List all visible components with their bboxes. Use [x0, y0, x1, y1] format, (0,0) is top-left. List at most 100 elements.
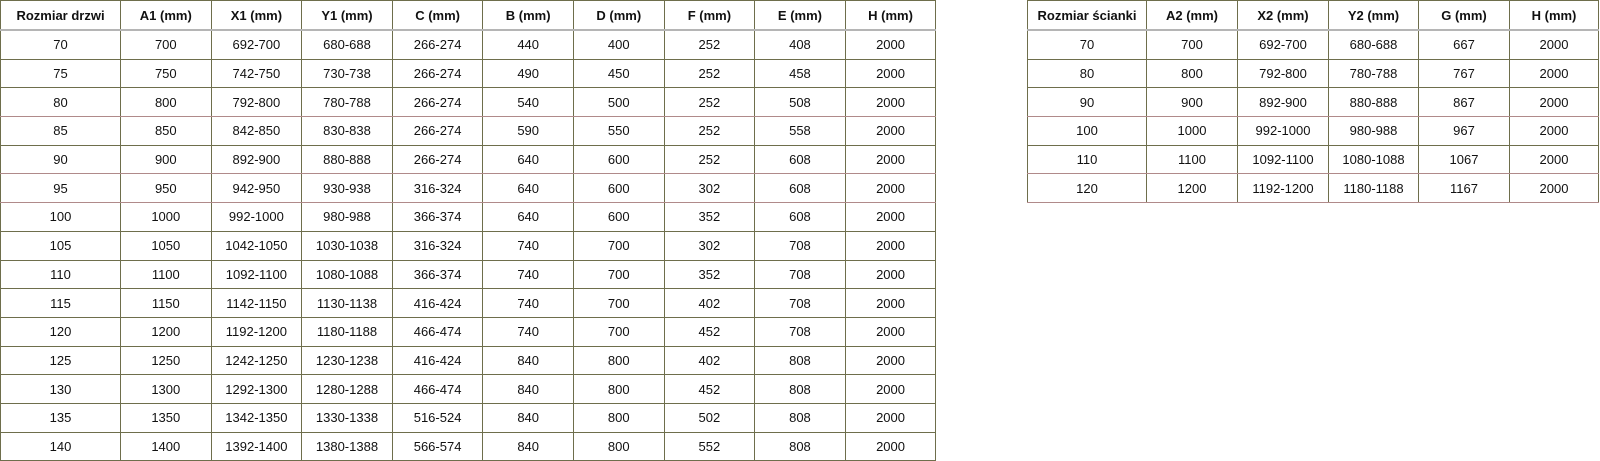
table-cell: 466-474	[391, 374, 484, 404]
column-header: H (mm)	[844, 0, 937, 31]
table-cell: 892-900	[210, 144, 303, 175]
table-cell: 1250	[120, 345, 212, 376]
table-cell: 416-424	[391, 345, 484, 376]
table-cell: 552	[663, 431, 756, 461]
table-cell: 502	[663, 402, 756, 433]
table-cell: 742-750	[210, 58, 303, 89]
table-cell: 352	[663, 202, 756, 232]
table-cell: 1130-1138	[301, 288, 393, 318]
table-cell: 930-938	[301, 173, 393, 204]
table-cell: 1300	[120, 374, 212, 404]
table-row: 80 800 792-800 780-788 266-274 540 500 252 508 20…	[0, 87, 937, 118]
column-header: X2 (mm)	[1237, 0, 1329, 31]
table-cell: 1192-1200	[1237, 173, 1329, 204]
table-row: 75 750 742-750 730-738 266-274 490 450 252 458 20…	[0, 58, 937, 89]
table-cell: 1400	[120, 431, 212, 461]
table-cell: 252	[663, 58, 756, 89]
table-cell: 402	[663, 345, 756, 376]
table-cell: 2000	[844, 87, 937, 118]
table-cell: 800	[1146, 58, 1238, 89]
table-cell: 2000	[844, 144, 937, 175]
column-header: B (mm)	[482, 0, 574, 31]
table-cell: 640	[482, 173, 574, 204]
table-cell: 840	[482, 374, 574, 404]
table-cell: 1000	[1146, 116, 1238, 146]
table-cell: 1050	[120, 230, 212, 261]
table-cell: 2000	[844, 259, 937, 290]
table-cell: 1150	[120, 288, 212, 318]
table-cell: 566-574	[391, 431, 484, 461]
table-cell: 808	[754, 402, 846, 433]
table-row: 125 1250 1242-1250 1230-1238 416-424 840 800 40…	[0, 345, 937, 376]
table-cell: 840	[482, 431, 574, 461]
table-cell: 880-888	[301, 144, 393, 175]
table-cell: 516-524	[391, 402, 484, 433]
table-cell: 667	[1418, 29, 1510, 60]
table-cell: 266-274	[391, 144, 484, 175]
table-cell: 266-274	[391, 29, 484, 60]
table-cell: 740	[482, 259, 574, 290]
table-cell: 416-424	[391, 288, 484, 318]
table-cell: 1350	[120, 402, 212, 433]
table-cell: 508	[754, 87, 846, 118]
column-header: Y2 (mm)	[1328, 0, 1419, 31]
table-cell: 500	[572, 87, 665, 118]
table-cell: 2000	[844, 345, 937, 376]
table-cell: 452	[663, 316, 756, 347]
table-cell: 110	[1027, 144, 1147, 175]
table-cell: 680-688	[1328, 29, 1419, 60]
table-row: 95 950 942-950 930-938 316-324 640 600 302 608 20…	[0, 173, 937, 204]
table-cell: 842-850	[210, 116, 303, 146]
table-cell: 1292-1300	[210, 374, 303, 404]
table-cell: 608	[754, 173, 846, 204]
table-cell: 302	[663, 230, 756, 261]
table-cell: 100	[0, 202, 121, 232]
table-cell: 558	[754, 116, 846, 146]
table-cell: 316-324	[391, 230, 484, 261]
table-cell: 780-788	[1328, 58, 1419, 89]
door-size-table: Rozmiar drzwi A1 (mm) X1 (mm) Y1 (mm) C (mm)…	[0, 0, 937, 461]
table-cell: 808	[754, 374, 846, 404]
table-cell: 2000	[1509, 173, 1599, 204]
header-row: Rozmiar ścianki A2 (mm) X2 (mm) Y2 (mm) G (m…	[1027, 0, 1599, 31]
table-row: 140 1400 1392-1400 1380-1388 566-574 840 800 55…	[0, 431, 937, 461]
table-cell: 880-888	[1328, 87, 1419, 118]
table-cell: 540	[482, 87, 574, 118]
table-row: 120 1200 1192-1200 1180-1188 466-474 740 700 45…	[0, 316, 937, 347]
table-cell: 608	[754, 144, 846, 175]
table-cell: 840	[482, 345, 574, 376]
table-cell: 1080-1088	[301, 259, 393, 290]
table-cell: 266-274	[391, 87, 484, 118]
column-header: A2 (mm)	[1146, 0, 1238, 31]
column-header: Rozmiar drzwi	[0, 0, 121, 31]
table-cell: 408	[754, 29, 846, 60]
table-cell: 1230-1238	[301, 345, 393, 376]
table-cell: 1192-1200	[210, 316, 303, 347]
table-cell: 700	[572, 259, 665, 290]
table-cell: 1042-1050	[210, 230, 303, 261]
table-cell: 2000	[844, 29, 937, 60]
table-cell: 80	[0, 87, 121, 118]
table-row: 105 1050 1042-1050 1030-1038 316-324 740 700 30…	[0, 230, 937, 261]
table-cell: 2000	[844, 402, 937, 433]
table-cell: 867	[1418, 87, 1510, 118]
table-cell: 105	[0, 230, 121, 261]
table-cell: 130	[0, 374, 121, 404]
table-row: 130 1300 1292-1300 1280-1288 466-474 840 800 45…	[0, 374, 937, 404]
table-cell: 125	[0, 345, 121, 376]
table-cell: 950	[120, 173, 212, 204]
table-cell: 95	[0, 173, 121, 204]
column-header: Y1 (mm)	[301, 0, 393, 31]
table-cell: 767	[1418, 58, 1510, 89]
table-row: 70 700 692-700 680-688 266-274 440 400 252 408 20…	[0, 29, 937, 60]
table-cell: 440	[482, 29, 574, 60]
table-cell: 2000	[844, 202, 937, 232]
table-cell: 252	[663, 29, 756, 60]
table-cell: 1000	[120, 202, 212, 232]
table-cell: 700	[120, 29, 212, 60]
table-cell: 1392-1400	[210, 431, 303, 461]
table-cell: 800	[572, 374, 665, 404]
table-cell: 708	[754, 316, 846, 347]
table-cell: 680-688	[301, 29, 393, 60]
table-cell: 1142-1150	[210, 288, 303, 318]
